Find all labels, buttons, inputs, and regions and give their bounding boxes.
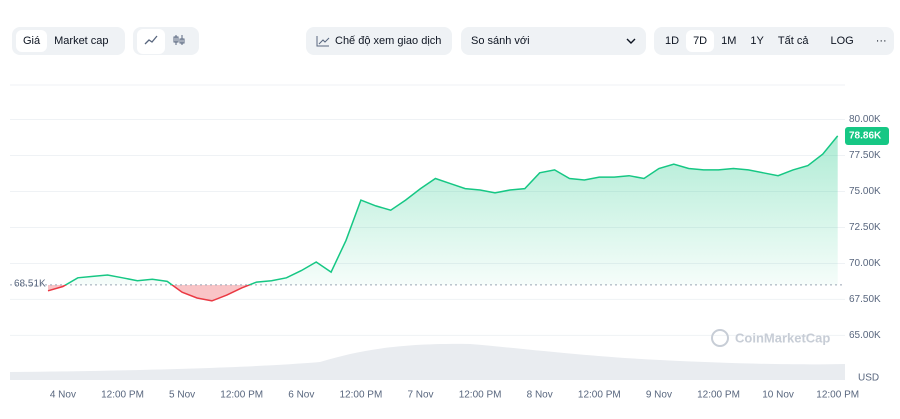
chart-icon — [316, 36, 330, 47]
range-button[interactable]: 1M — [721, 35, 737, 47]
x-tick-label: 12:00 PM — [101, 390, 144, 401]
x-tick-label: 12:00 PM — [339, 390, 382, 401]
candle-icon — [173, 34, 185, 45]
x-tick-label: 12:00 PM — [459, 390, 502, 401]
range-button[interactable]: Tất cả — [777, 35, 809, 47]
area — [48, 135, 838, 301]
line-icon — [144, 35, 158, 44]
price-tab[interactable]: Giá — [16, 30, 48, 52]
x-tick-label: 12:00 PM — [816, 390, 859, 401]
y-tick-label: 67.50K — [849, 294, 881, 305]
trading-view-label: Chế độ xem giao dịch — [335, 35, 442, 47]
currency-label: USD — [858, 373, 879, 384]
range-button[interactable]: 1D — [665, 35, 680, 47]
x-tick-label: 12:00 PM — [697, 390, 740, 401]
range-toggle: 1D 7D 1M 1Y Tất cả LOG ··· — [654, 27, 894, 55]
x-tick-label: 7 Nov — [407, 390, 433, 401]
metric-toggle: Giá Market cap — [12, 27, 125, 55]
price-line — [47, 135, 839, 302]
candle-style[interactable] — [165, 29, 193, 54]
last-price-box — [845, 126, 889, 145]
x-tick-label: 12:00 PM — [578, 390, 621, 401]
range-button[interactable]: 7D — [686, 30, 715, 52]
y-tick-label: 65.00K — [849, 330, 881, 341]
x-tick-label: 5 Nov — [169, 390, 195, 401]
x-tick-label: 9 Nov — [646, 390, 672, 401]
more-button[interactable]: ··· — [875, 35, 887, 47]
chevron — [626, 38, 636, 44]
compare-dropdown[interactable]: So sánh với — [461, 27, 646, 55]
y-tick-label: 77.50K — [849, 150, 881, 161]
last-price-label: 78.86K — [849, 131, 882, 142]
trading-view-button[interactable]: Chế độ xem giao dịch — [306, 27, 452, 55]
volume-area — [10, 343, 845, 380]
plot: 65.00K 67.50K 70.00K 72.50K 75.00K 77.50K 80.0… — [10, 114, 889, 401]
compare-label: So sánh với — [471, 35, 530, 47]
x-tick-label: 8 Nov — [527, 390, 553, 401]
x-tick-label: 6 Nov — [288, 390, 314, 401]
y-tick-label: 70.00K — [849, 258, 881, 269]
y-tick-label: 72.50K — [849, 222, 881, 233]
watermark-logo — [711, 329, 729, 347]
watermark: CoinMarketCap — [735, 330, 830, 345]
baseline-label: 68.51K — [14, 279, 46, 290]
y-tick-label: 80.00K — [849, 114, 881, 125]
line-style[interactable] — [137, 28, 165, 54]
log-button[interactable]: LOG — [830, 35, 854, 47]
x-tick-label: 4 Nov — [50, 390, 76, 401]
x-tick-label: 10 Nov — [762, 390, 794, 401]
x-tick-label: 12:00 PM — [220, 390, 263, 401]
range-button[interactable]: 1Y — [750, 35, 764, 47]
market-cap-tab[interactable]: Market cap — [54, 35, 109, 47]
chart-style-toggle — [133, 27, 199, 55]
y-tick-label: 75.00K — [849, 186, 881, 197]
